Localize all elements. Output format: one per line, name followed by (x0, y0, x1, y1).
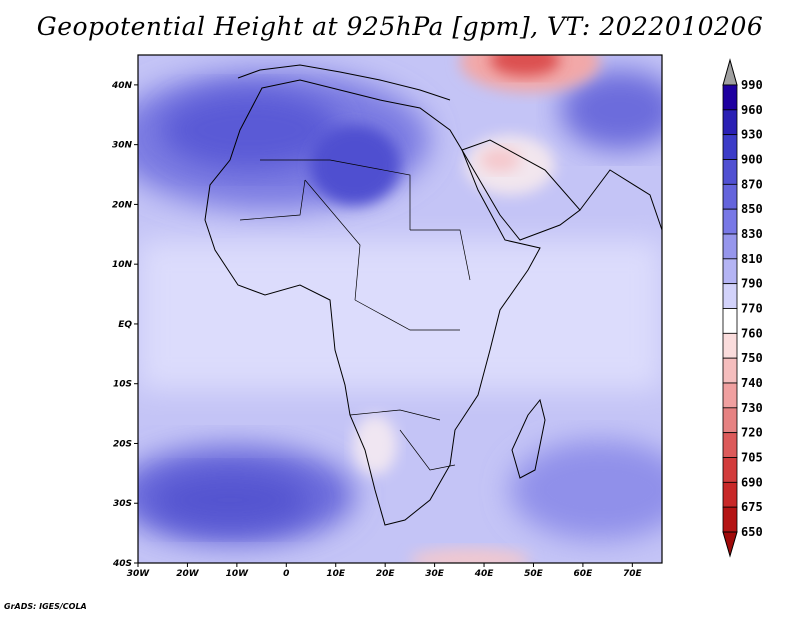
colorbar-swatch (722, 357, 738, 384)
colorbar-label: 740 (741, 376, 763, 390)
x-axis: 30W 20W 10W 0 10E 20E 30E 40E 50E 60E 70E (127, 563, 643, 579)
colorbar-swatch (722, 208, 738, 235)
y-tick-label: 30N (112, 141, 133, 151)
colorbar-swatch (722, 457, 738, 483)
colorbar-label: 705 (741, 451, 763, 465)
colorbar-label: 850 (741, 202, 763, 216)
colorbar-label: 960 (741, 103, 763, 117)
x-tick-label: 20W (176, 569, 200, 579)
x-tick-label: 50E (524, 569, 544, 579)
x-tick-label: 60E (574, 569, 594, 579)
colorbar-label: 650 (741, 525, 763, 539)
colorbar-swatch (722, 407, 738, 434)
plot-frame (137, 54, 663, 564)
map-title: Geopotential Height at 925hPa [gpm], VT:… (36, 12, 764, 41)
colorbar-label: 750 (741, 351, 763, 365)
colorbar-swatch (722, 481, 738, 508)
colorbar-bottom-arrow (722, 531, 738, 558)
x-tick-label: 10E (326, 569, 346, 579)
x-tick-label: 30E (425, 569, 445, 579)
country-borders (239, 159, 471, 471)
y-tick-label: 10N (112, 260, 133, 270)
colorbar-swatch (722, 84, 738, 111)
colorbar-swatch (722, 506, 738, 533)
y-tick-label: 40N (111, 81, 133, 91)
colorbar-label: 790 (741, 277, 763, 291)
x-tick-label: 0 (283, 569, 289, 579)
colorbar-top-arrow (722, 58, 738, 86)
y-tick-label: 30S (113, 499, 132, 509)
colorbar-swatch (722, 258, 738, 285)
x-tick-label: 30W (127, 569, 151, 579)
credit-text: GrADS: IGES/COLA (4, 602, 87, 611)
colorbar-label: 675 (741, 500, 763, 514)
colorbar-swatch (722, 432, 738, 458)
colorbar-label: 770 (741, 302, 763, 316)
coastlines (204, 64, 662, 526)
colorbar-swatch (722, 308, 738, 334)
colorbar-label: 690 (741, 475, 763, 489)
height-field (138, 55, 662, 563)
colorbar-swatch (722, 159, 738, 185)
colorbar: 990 960 930 900 870 850 830 810 790 770 760 750 740 7… (722, 58, 763, 558)
colorbar-label: 830 (741, 227, 763, 241)
colorbar-label: 720 (741, 426, 763, 440)
colorbar-label: 990 (741, 78, 763, 92)
colorbar-swatch (722, 332, 738, 359)
x-tick-label: 40E (474, 569, 495, 579)
y-tick-label: EQ (118, 320, 132, 330)
y-axis: 40N 30N 20N 10N EQ 10S 20S 30S 40S (111, 81, 138, 569)
colorbar-swatch (722, 109, 738, 136)
y-tick-label: 10S (113, 380, 132, 390)
x-tick-label: 70E (623, 569, 643, 579)
colorbar-swatch (722, 134, 738, 160)
colorbar-label: 930 (741, 128, 763, 142)
x-tick-label: 10W (226, 569, 250, 579)
colorbar-swatch (722, 233, 738, 260)
y-tick-label: 20S (113, 439, 132, 449)
colorbar-label: 870 (741, 177, 763, 191)
colorbar-label: 730 (741, 401, 763, 415)
y-tick-label: 20N (112, 200, 133, 210)
colorbar-swatch (722, 382, 738, 409)
colorbar-swatch (722, 283, 738, 309)
colorbar-label: 900 (741, 153, 763, 167)
y-tick-label: 40S (112, 559, 132, 569)
colorbar-swatch (722, 183, 738, 210)
colorbar-label: 810 (741, 252, 763, 266)
x-tick-label: 20E (376, 569, 396, 579)
colorbar-label: 760 (741, 326, 763, 340)
